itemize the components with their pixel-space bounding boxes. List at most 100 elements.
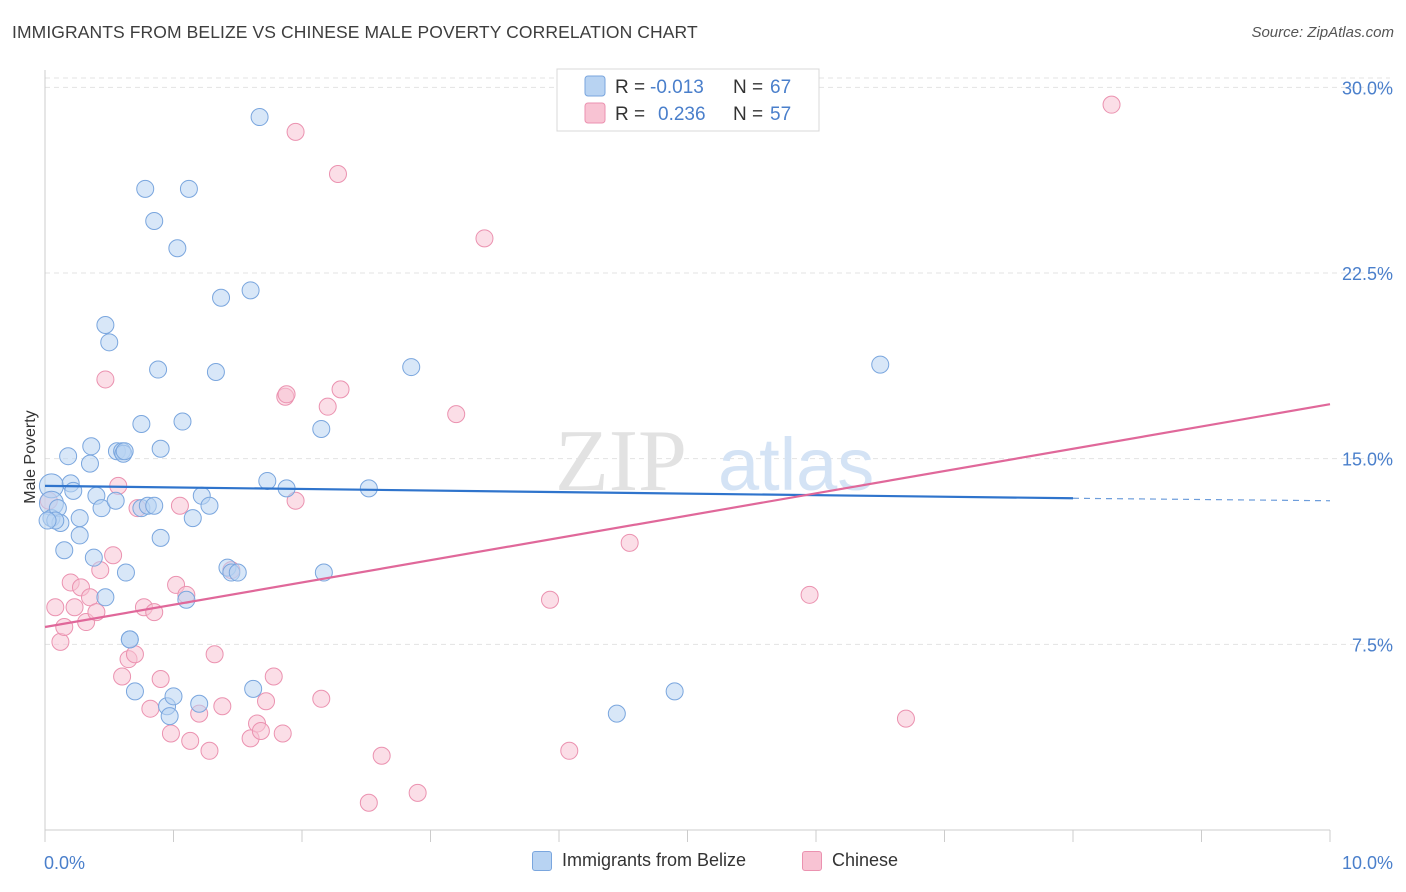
point-belize (116, 563, 135, 582)
point-belize (96, 315, 115, 334)
point-chinese (141, 699, 160, 718)
point-chinese (181, 731, 200, 750)
y-axis-label: Male Poverty (22, 410, 39, 503)
point-belize (160, 707, 179, 726)
legend-r-label-belize: R = (615, 77, 645, 98)
point-belize (82, 437, 101, 456)
point-belize (115, 442, 134, 461)
point-chinese (541, 590, 560, 609)
series-legend: Immigrants from Belize Chinese (0, 850, 1406, 880)
y-tick-label: 22.5% (1342, 264, 1393, 284)
point-chinese (560, 741, 579, 760)
point-chinese (408, 783, 427, 802)
watermark-atlas: atlas (718, 423, 874, 506)
point-chinese (264, 667, 283, 686)
legend-r-label-chinese: R = (615, 104, 645, 125)
point-belize (228, 563, 247, 582)
point-belize (241, 281, 260, 300)
grid-lines (45, 77, 1390, 645)
point-belize (402, 358, 421, 377)
point-chinese (286, 122, 305, 141)
legend-swatch-belize (584, 75, 606, 97)
point-belize (183, 509, 202, 528)
point-chinese (251, 721, 270, 740)
point-belize (665, 682, 684, 701)
point-belize (59, 447, 78, 466)
point-chinese (170, 496, 189, 515)
point-chinese (286, 491, 305, 510)
point-chinese (277, 385, 296, 404)
legend-swatch-chinese (584, 102, 606, 124)
point-belize (125, 682, 144, 701)
point-chinese (151, 669, 170, 688)
legend-n-label-chinese: N = (733, 104, 763, 125)
trendline-belize-extension (1072, 497, 1331, 502)
point-belize (190, 694, 209, 713)
point-belize (168, 239, 187, 258)
point-belize (149, 360, 168, 379)
point-chinese (213, 697, 232, 716)
point-chinese (800, 585, 819, 604)
point-chinese (257, 692, 276, 711)
point-chinese (318, 397, 337, 416)
point-chinese (359, 793, 378, 812)
point-belize (244, 679, 263, 698)
point-chinese (65, 598, 84, 617)
point-chinese (1102, 95, 1121, 114)
point-belize (312, 419, 331, 438)
chart-title: IMMIGRANTS FROM BELIZE VS CHINESE MALE P… (12, 22, 698, 42)
point-belize (84, 548, 103, 567)
y-tick-label: 30.0% (1342, 78, 1393, 98)
point-belize (80, 454, 99, 473)
point-chinese (372, 746, 391, 765)
point-belize (132, 415, 151, 434)
correlation-legend: R = -0.013 N = 67 R = 0.236 N = 57 (556, 68, 820, 132)
point-belize (92, 499, 111, 518)
point-belize (314, 563, 333, 582)
watermark-zip: ZIP (555, 413, 687, 510)
point-belize (70, 509, 89, 528)
trendline-chinese (44, 403, 1331, 629)
x-tick-label-min: 0.0% (44, 853, 85, 873)
point-chinese (113, 667, 132, 686)
point-belize (258, 471, 277, 490)
point-belize (206, 363, 225, 382)
point-chinese (96, 370, 115, 389)
legend-n-label-belize: N = (733, 77, 763, 98)
point-chinese (312, 689, 331, 708)
point-belize (70, 526, 89, 545)
point-belize (100, 333, 119, 352)
point-belize (359, 479, 378, 498)
point-belize (55, 541, 74, 560)
legend-n-value-chinese: 57 (770, 104, 791, 125)
chinese-points (39, 95, 1121, 812)
legend-label-belize: Immigrants from Belize (562, 850, 747, 870)
point-chinese (55, 618, 74, 637)
legend-item-belize: Immigrants from Belize (532, 850, 746, 871)
trendline-belize (44, 484, 1074, 500)
y-tick-label: 7.5% (1352, 635, 1393, 655)
point-chinese (331, 380, 350, 399)
point-chinese (51, 632, 70, 651)
legend-n-value-belize: 67 (770, 77, 791, 98)
point-chinese (475, 229, 494, 248)
point-belize (64, 481, 83, 500)
y-tick-label: 15.0% (1342, 450, 1393, 470)
point-chinese (46, 598, 65, 617)
point-belize (212, 288, 231, 307)
x-tick-label-max: 10.0% (1342, 853, 1393, 873)
point-belize (607, 704, 626, 723)
point-belize (250, 108, 269, 127)
point-belize (179, 179, 198, 198)
source-label: Source: ZipAtlas.com (1251, 24, 1394, 41)
legend-r-value-belize: -0.013 (650, 77, 704, 98)
point-belize (151, 439, 170, 458)
point-belize (173, 412, 192, 431)
point-chinese (104, 546, 123, 565)
point-belize (38, 511, 57, 530)
point-chinese (447, 405, 466, 424)
point-chinese (896, 709, 915, 728)
point-belize (151, 528, 170, 547)
point-belize (145, 212, 164, 231)
legend-label-chinese: Chinese (832, 850, 899, 870)
